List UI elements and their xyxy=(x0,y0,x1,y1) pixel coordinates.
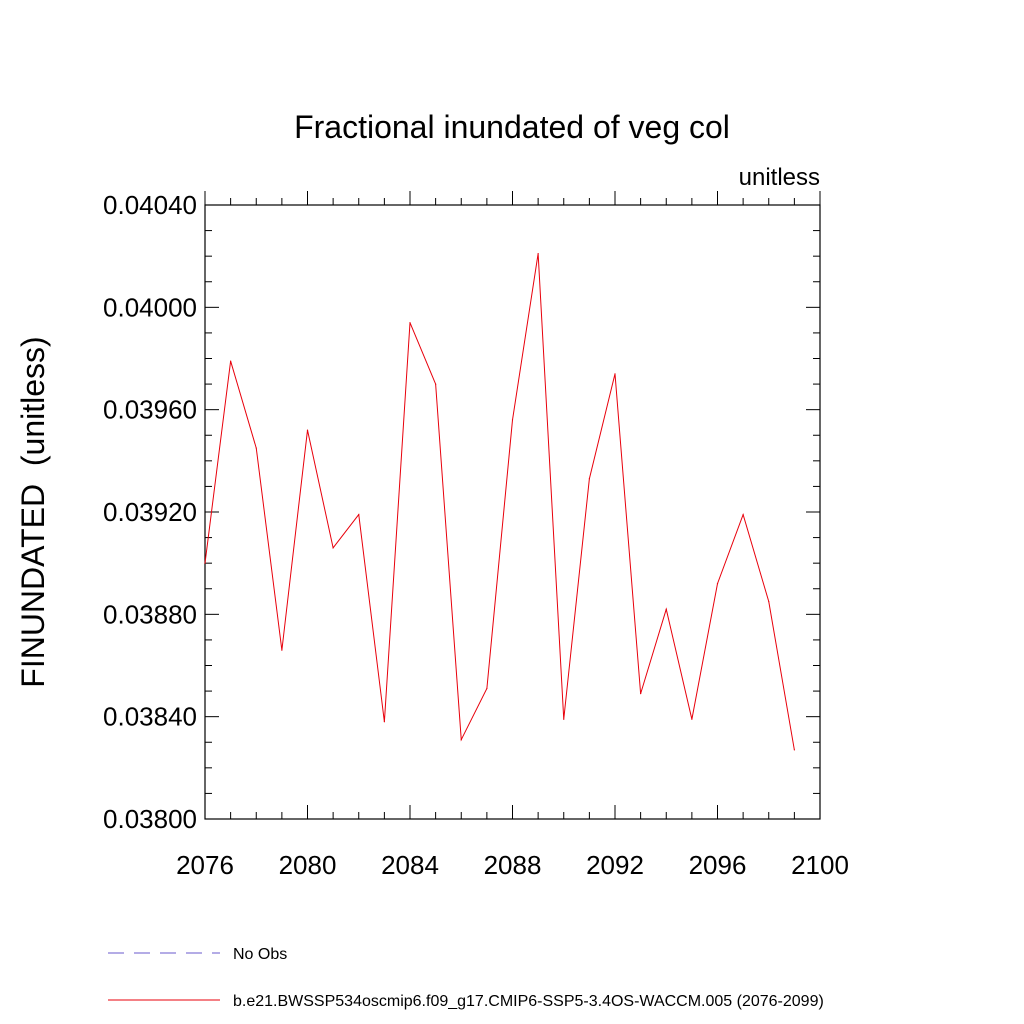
y-tick-label: 0.04000 xyxy=(103,292,197,322)
data-point xyxy=(768,600,770,603)
data-point xyxy=(358,513,360,516)
data-point xyxy=(255,447,257,449)
data-point xyxy=(563,718,565,720)
axis-ticks xyxy=(204,191,821,820)
y-tick-label: 0.03800 xyxy=(103,804,197,834)
units-label: unitless xyxy=(739,164,820,191)
data-point xyxy=(460,739,462,741)
data-point xyxy=(409,322,411,324)
legend: No Obs b.e21.BWSSP534oscmip6.f09_g17.CMIP… xyxy=(108,946,824,1010)
y-axis-label: FINUNDATED (unitless) xyxy=(15,336,51,687)
data-point xyxy=(537,253,539,255)
y-tick-label: 0.03920 xyxy=(103,497,197,527)
data-point xyxy=(588,478,590,480)
data-point xyxy=(383,721,385,723)
x-tick-label: 2096 xyxy=(689,850,747,880)
data-point xyxy=(665,608,667,610)
series-line-1 xyxy=(204,253,795,751)
chart-title: Fractional inundated of veg col xyxy=(294,109,730,145)
data-point xyxy=(640,693,642,695)
data-point xyxy=(614,373,616,375)
data-point xyxy=(742,513,744,516)
y-tick-labels: 0.03800 0.03840 0.03880 0.03920 0.03960 0.040… xyxy=(103,190,197,834)
data-point xyxy=(332,547,334,549)
x-tick-label: 2080 xyxy=(279,850,337,880)
y-tick-label: 0.03960 xyxy=(103,395,197,425)
data-point xyxy=(511,419,514,421)
x-tick-label: 2092 xyxy=(586,850,644,880)
x-tick-label: 2100 xyxy=(791,850,849,880)
data-series xyxy=(204,253,795,751)
data-point xyxy=(230,360,232,362)
data-point xyxy=(716,583,719,585)
legend-label-1: b.e21.BWSSP534oscmip6.f09_g17.CMIP6-SSP5… xyxy=(233,993,824,1010)
y-tick-label: 0.04040 xyxy=(103,190,197,220)
data-point xyxy=(793,749,795,751)
x-tick-label: 2088 xyxy=(484,850,542,880)
x-tick-labels: 2076 2080 2084 2088 2092 2096 2100 xyxy=(176,850,849,880)
y-tick-label: 0.03880 xyxy=(103,599,197,629)
legend-label-0: No Obs xyxy=(233,946,287,963)
plot-frame xyxy=(204,204,821,820)
data-point xyxy=(691,718,693,720)
data-point xyxy=(486,687,488,690)
data-point xyxy=(204,562,206,564)
x-tick-label: 2076 xyxy=(176,850,234,880)
data-point xyxy=(281,649,283,651)
data-point xyxy=(435,383,437,385)
y-tick-label: 0.03840 xyxy=(103,702,197,732)
data-point xyxy=(306,429,309,431)
x-tick-label: 2084 xyxy=(381,850,439,880)
